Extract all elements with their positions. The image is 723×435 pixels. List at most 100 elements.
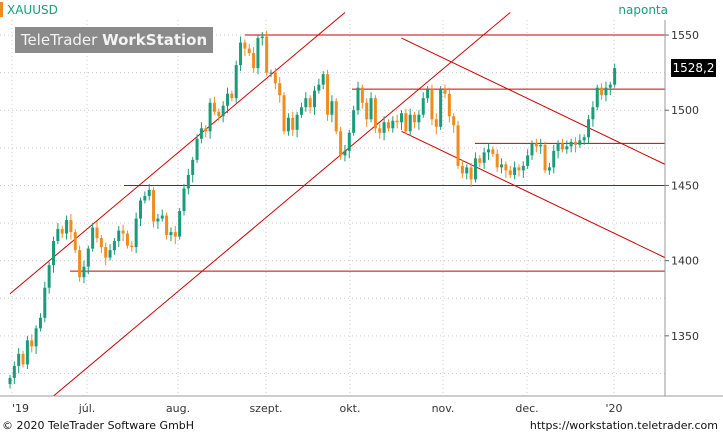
candle-body	[117, 230, 121, 242]
candle-body	[186, 174, 190, 189]
candle-body	[38, 317, 42, 329]
candle-body	[500, 164, 504, 168]
candle-body	[417, 114, 421, 123]
y-tick-label: 1450	[671, 179, 699, 192]
candle-body	[295, 114, 299, 130]
candle-body	[347, 132, 351, 151]
candle-body	[17, 353, 21, 366]
y-tick-label: 1500	[671, 104, 699, 117]
candle-body	[73, 232, 77, 251]
candle-body	[178, 211, 182, 237]
candle-body	[382, 122, 386, 133]
candle-body	[447, 93, 451, 117]
candle-body	[569, 141, 573, 147]
candle-body	[317, 84, 321, 91]
candle-body	[252, 53, 256, 69]
candle-body	[360, 87, 364, 103]
candle-body	[343, 150, 347, 156]
source-url[interactable]: https://workstation.teletrader.com	[529, 419, 718, 432]
candle-body	[230, 93, 234, 99]
candle-body	[487, 149, 490, 153]
candle-body	[60, 229, 64, 234]
candle-body	[495, 153, 499, 168]
candle-body	[552, 150, 556, 168]
candle-body	[173, 232, 177, 237]
candle-body	[526, 155, 530, 166]
candle-body	[608, 84, 612, 88]
trend-channel-line	[9, 12, 346, 295]
candle-body	[139, 200, 142, 219]
candle-body	[543, 144, 547, 171]
candle-body	[8, 377, 12, 384]
candle-body	[47, 265, 51, 288]
candle-body	[491, 149, 495, 154]
candle-body	[313, 90, 316, 108]
candle-body	[247, 48, 251, 54]
candle-body	[539, 144, 543, 147]
x-tick-label: '19	[12, 402, 29, 415]
candle-body	[378, 128, 382, 133]
x-tick-label: nov.	[432, 402, 455, 415]
candle-body	[391, 120, 395, 129]
candle-body	[52, 241, 55, 266]
candle-body	[78, 250, 82, 278]
symbol-label[interactable]: XAUUSD	[7, 3, 58, 17]
x-tick-label: aug.	[166, 402, 190, 415]
candle-body	[308, 98, 312, 108]
copyright-text: © 2020 TeleTrader Software GmbH	[2, 419, 195, 432]
candle-body	[321, 74, 325, 85]
candle-body	[265, 36, 269, 73]
candle-body	[273, 72, 277, 84]
x-tick-label: júl.	[78, 402, 96, 415]
candle-body	[595, 87, 599, 108]
candle-body	[95, 227, 99, 239]
candle-body	[330, 101, 334, 115]
candle-body	[560, 143, 564, 150]
candle-body	[182, 188, 186, 212]
symbol-color-marker	[0, 2, 3, 17]
candle-body	[112, 241, 116, 251]
candle-body	[130, 245, 134, 248]
candle-body	[369, 98, 373, 120]
candle-body	[217, 111, 221, 117]
candle-body	[156, 218, 160, 222]
candle-body	[125, 233, 129, 246]
x-tick-label: dec.	[515, 402, 538, 415]
candle-body	[21, 353, 25, 365]
candle-body	[473, 158, 477, 180]
candle-body	[204, 128, 208, 132]
x-tick-label: okt.	[340, 402, 361, 415]
candle-body	[465, 167, 469, 174]
candle-body	[191, 159, 195, 175]
trend-channel-line	[401, 130, 666, 259]
candle-body	[556, 143, 560, 151]
candle-body	[212, 102, 216, 112]
candle-body	[334, 101, 338, 132]
candle-body	[604, 87, 608, 96]
candle-body	[260, 36, 264, 39]
candle-body	[582, 137, 586, 141]
candle-body	[574, 141, 577, 145]
candle-body	[547, 167, 551, 171]
period-label[interactable]: naponta	[618, 3, 668, 17]
candle-body	[69, 220, 73, 233]
candle-body	[434, 119, 438, 127]
candle-body	[426, 89, 430, 99]
candle-body	[352, 110, 356, 133]
candle-body	[452, 116, 456, 126]
candle-body	[517, 167, 521, 171]
candle-body	[600, 87, 604, 96]
candle-body	[108, 250, 112, 258]
candle-body	[508, 170, 512, 175]
candle-body	[591, 107, 595, 120]
candle-body	[439, 89, 443, 127]
candle-body	[269, 72, 273, 74]
trend-channel-line	[401, 37, 666, 165]
candle-body	[408, 114, 412, 132]
brand-bold-text: WorkStation	[102, 31, 208, 49]
candle-body	[421, 98, 425, 115]
candle-body	[373, 98, 377, 129]
candle-body	[208, 102, 212, 132]
candle-body	[199, 128, 203, 139]
